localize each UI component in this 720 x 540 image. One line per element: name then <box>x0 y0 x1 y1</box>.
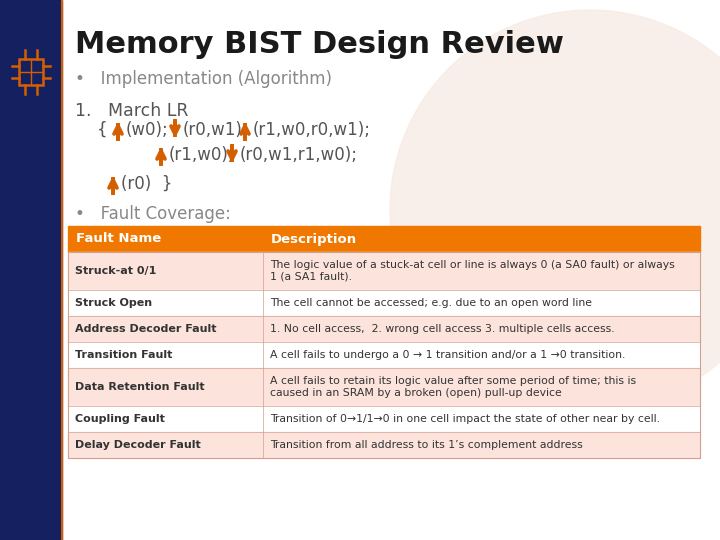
Text: A cell fails to undergo a 0 → 1 transition and/or a 1 →0 transition.: A cell fails to undergo a 0 → 1 transiti… <box>270 350 626 360</box>
Text: Coupling Fault: Coupling Fault <box>75 414 165 424</box>
Bar <box>68 406 700 432</box>
Text: The cell cannot be accessed; e.g. due to an open word line: The cell cannot be accessed; e.g. due to… <box>270 298 592 308</box>
Text: •   Fault Coverage:: • Fault Coverage: <box>75 205 231 223</box>
Text: Struck-at 0/1: Struck-at 0/1 <box>75 266 156 276</box>
Bar <box>68 290 700 316</box>
Text: (r0,w1);: (r0,w1); <box>183 121 248 139</box>
Text: Transition from all address to its 1’s complement address: Transition from all address to its 1’s c… <box>270 440 582 450</box>
Bar <box>0 0 62 540</box>
Bar <box>68 342 700 368</box>
Text: •   Implementation (Algorithm): • Implementation (Algorithm) <box>75 70 332 88</box>
Text: Delay Decoder Fault: Delay Decoder Fault <box>75 440 201 450</box>
Text: (r1,w0,r0,w1);: (r1,w0,r0,w1); <box>253 121 371 139</box>
Text: 1. No cell access,  2. wrong cell access 3. multiple cells access.: 1. No cell access, 2. wrong cell access … <box>270 324 615 334</box>
Text: Description: Description <box>271 233 357 246</box>
Text: (r1,w0);: (r1,w0); <box>169 146 235 164</box>
Bar <box>68 226 700 252</box>
Bar <box>68 432 700 458</box>
Bar <box>68 252 700 290</box>
Text: Address Decoder Fault: Address Decoder Fault <box>75 324 217 334</box>
Text: (r0)  }: (r0) } <box>121 175 172 193</box>
Bar <box>68 368 700 406</box>
Text: Transition of 0→1/1→0 in one cell impact the state of other near by cell.: Transition of 0→1/1→0 in one cell impact… <box>270 414 660 424</box>
Text: 1.   March LR: 1. March LR <box>75 102 189 120</box>
Text: (w0);: (w0); <box>126 121 168 139</box>
Text: Data Retention Fault: Data Retention Fault <box>75 382 204 392</box>
Text: Struck Open: Struck Open <box>75 298 152 308</box>
Bar <box>68 316 700 342</box>
Text: Fault Name: Fault Name <box>76 233 161 246</box>
Text: (r0,w1,r1,w0);: (r0,w1,r1,w0); <box>240 146 358 164</box>
Circle shape <box>390 10 720 410</box>
Bar <box>19 59 43 85</box>
Text: The logic value of a stuck-at cell or line is always 0 (a SA0 fault) or always
1: The logic value of a stuck-at cell or li… <box>270 260 675 282</box>
Text: {: { <box>97 121 107 139</box>
Text: A cell fails to retain its logic value after some period of time; this is
caused: A cell fails to retain its logic value a… <box>270 376 636 398</box>
Text: Transition Fault: Transition Fault <box>75 350 172 360</box>
Text: Memory BIST Design Review: Memory BIST Design Review <box>75 30 564 59</box>
Bar <box>68 252 700 458</box>
